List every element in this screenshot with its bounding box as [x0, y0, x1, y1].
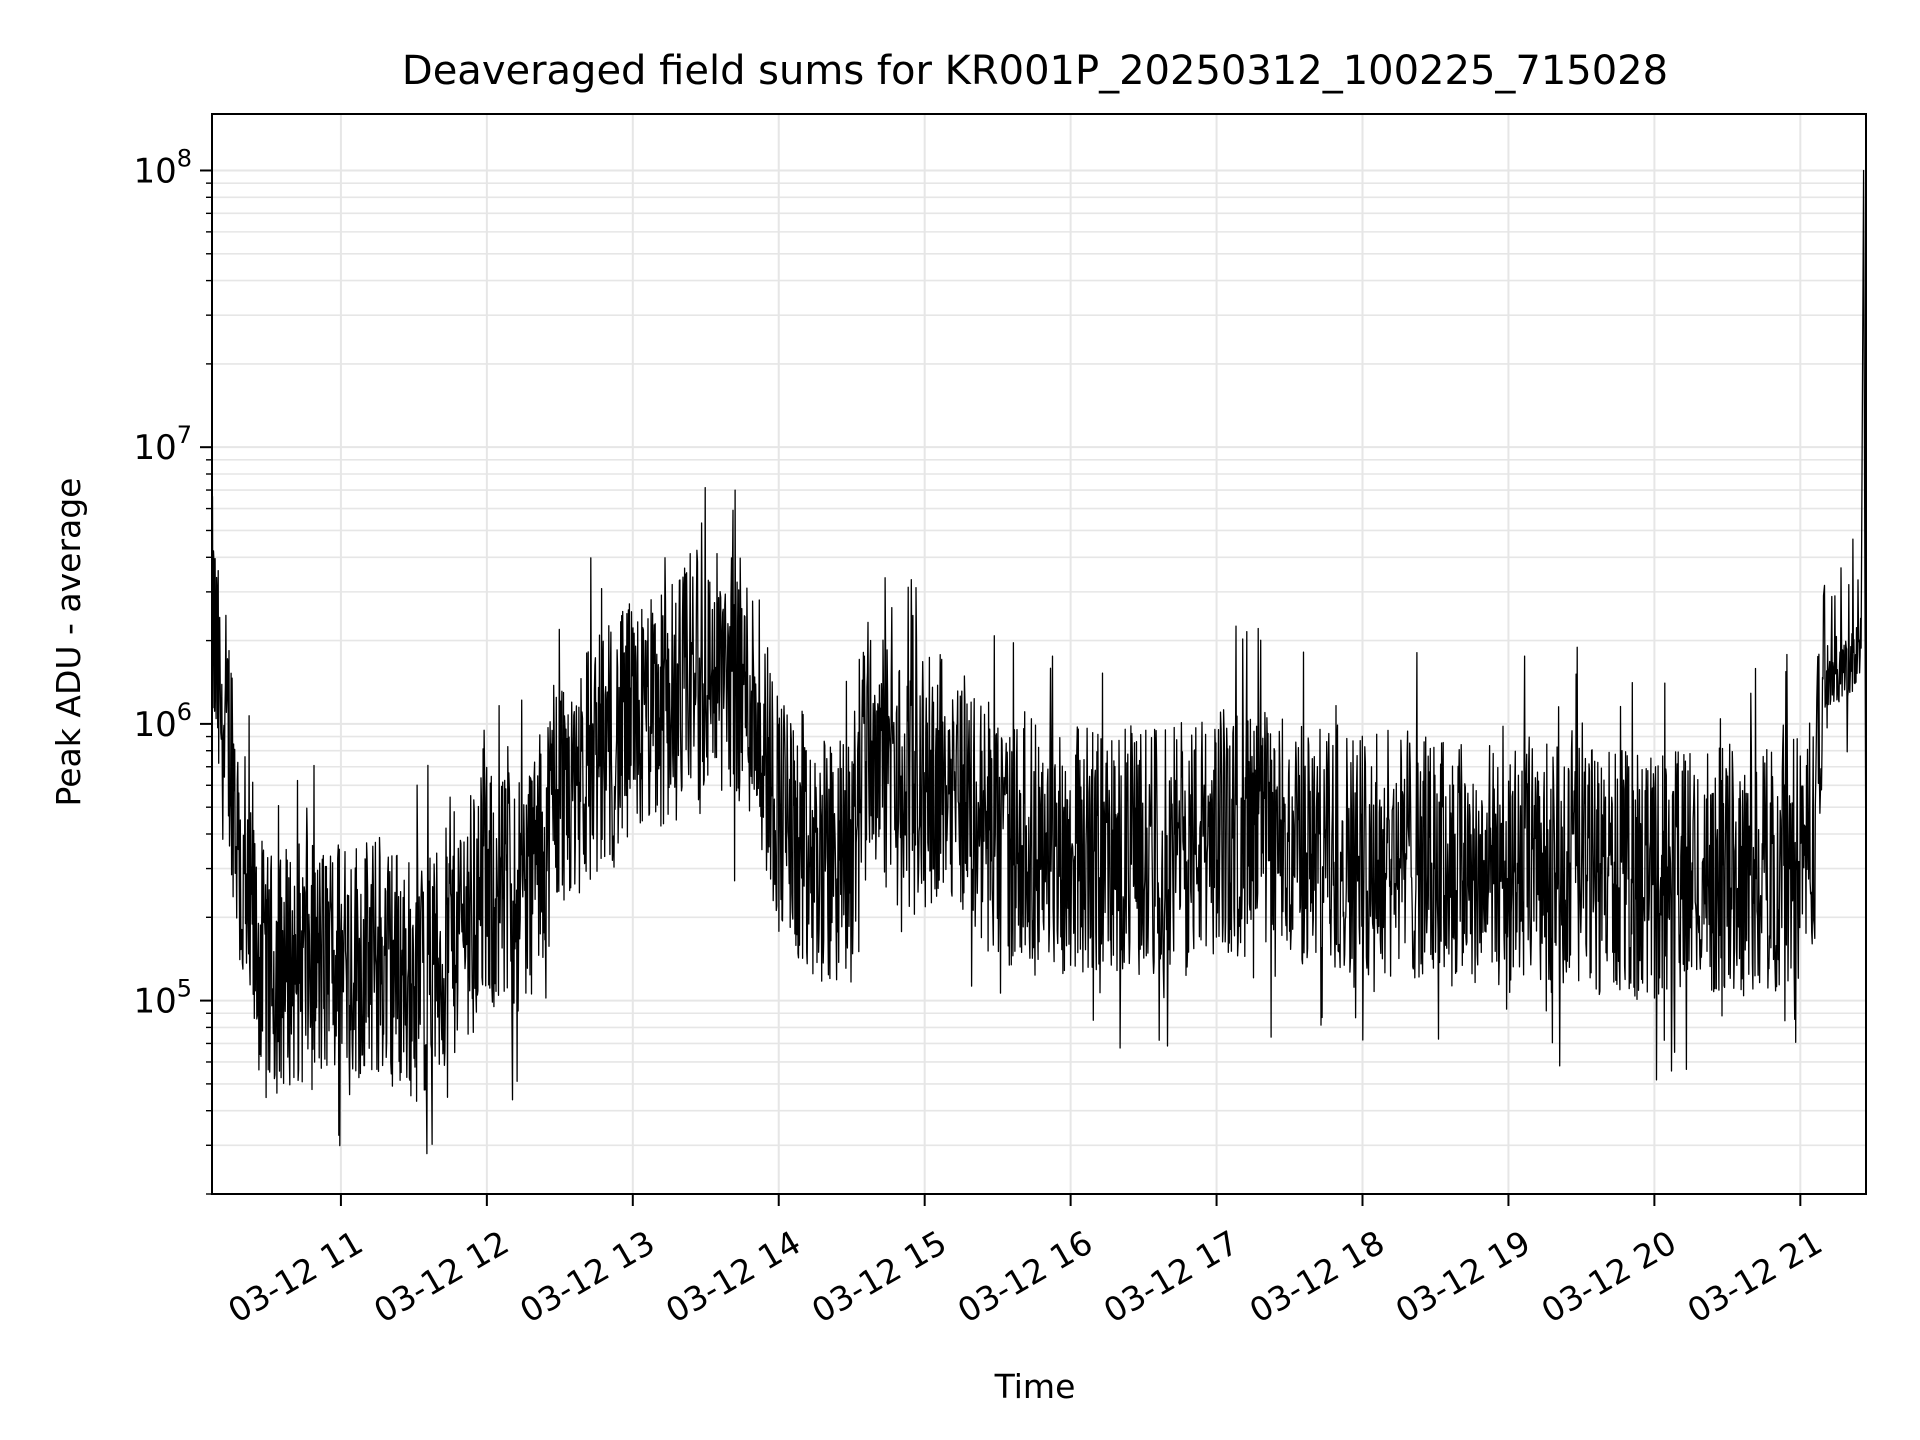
series-layer [211, 169, 1867, 1155]
plot-frame [211, 113, 1867, 1195]
y-tick-label: 108 [133, 144, 192, 191]
y-tick-label: 107 [133, 421, 192, 468]
y-tick-label: 105 [133, 975, 192, 1022]
x-axis-label: Time [994, 1367, 1076, 1406]
series-line [211, 169, 1867, 1155]
y-axis: 105 106 107 108 [133, 144, 212, 1195]
y-tick-label: 106 [133, 698, 192, 745]
y-axis-label: Peak ADU - average [49, 478, 88, 807]
chart-title: Deaveraged field sums for KR001P_2025031… [402, 48, 1668, 94]
